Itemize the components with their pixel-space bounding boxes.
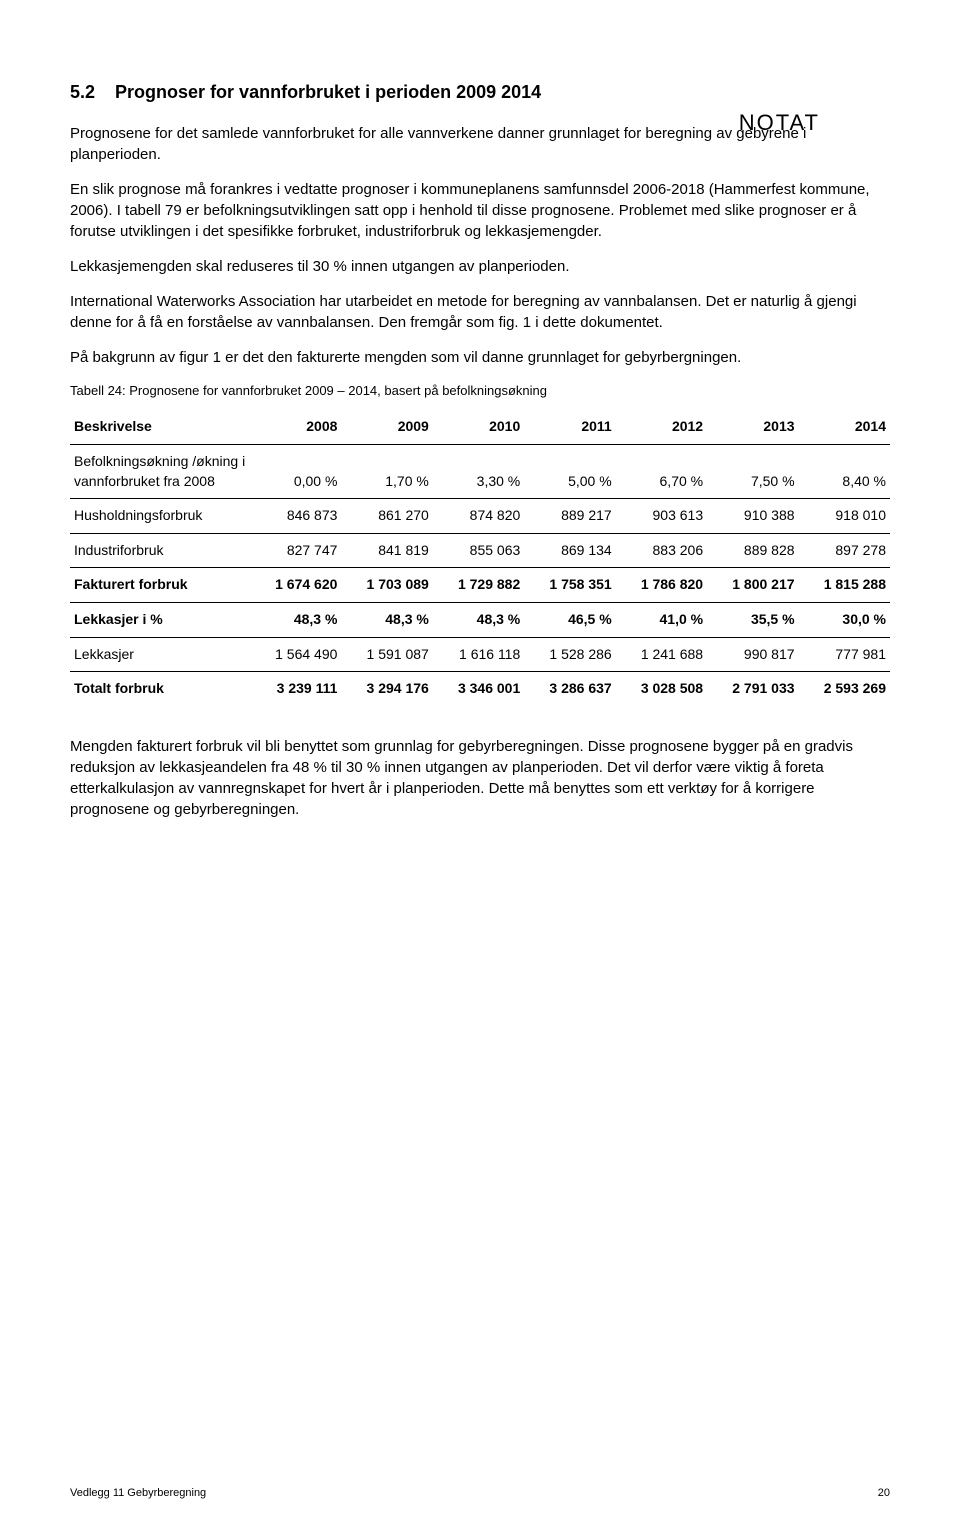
table-row: Industriforbruk827 747841 819855 063869 …	[70, 533, 890, 568]
cell-value: 8,40 %	[799, 444, 890, 498]
cell-value: 1 564 490	[250, 637, 341, 672]
cell-value: 889 217	[524, 499, 615, 534]
cell-value: 1 800 217	[707, 568, 798, 603]
cell-value: 874 820	[433, 499, 524, 534]
prognosis-table: Beskrivelse 2008 2009 2010 2011 2012 201…	[70, 410, 890, 705]
cell-value: 2 791 033	[707, 672, 798, 706]
cell-value: 35,5 %	[707, 602, 798, 637]
cell-value: 1 703 089	[341, 568, 432, 603]
cell-value: 3 239 111	[250, 672, 341, 706]
col-header: 2008	[250, 410, 341, 444]
cell-value: 7,50 %	[707, 444, 798, 498]
section-heading: 5.2 Prognoser for vannforbruket i period…	[70, 80, 890, 105]
paragraph-6: Mengden fakturert forbruk vil bli benytt…	[70, 736, 890, 820]
paragraph-3: Lekkasjemengden skal reduseres til 30 % …	[70, 256, 890, 277]
cell-value: 1 674 620	[250, 568, 341, 603]
cell-value: 827 747	[250, 533, 341, 568]
section-title: Prognoser for vannforbruket i perioden 2…	[115, 82, 541, 102]
row-label: Befolkningsøkning /økning i vannforbruke…	[70, 444, 250, 498]
cell-value: 6,70 %	[616, 444, 707, 498]
cell-value: 0,00 %	[250, 444, 341, 498]
paragraph-2: En slik prognose må forankres i vedtatte…	[70, 179, 890, 242]
cell-value: 883 206	[616, 533, 707, 568]
col-header: 2013	[707, 410, 798, 444]
cell-value: 3 294 176	[341, 672, 432, 706]
row-label: Lekkasjer i %	[70, 602, 250, 637]
cell-value: 841 819	[341, 533, 432, 568]
cell-value: 3 028 508	[616, 672, 707, 706]
table-row: Totalt forbruk3 239 1113 294 1763 346 00…	[70, 672, 890, 706]
row-label: Husholdningsforbruk	[70, 499, 250, 534]
cell-value: 2 593 269	[799, 672, 890, 706]
cell-value: 910 388	[707, 499, 798, 534]
cell-value: 777 981	[799, 637, 890, 672]
cell-value: 3 286 637	[524, 672, 615, 706]
table-row: Lekkasjer i %48,3 %48,3 %48,3 %46,5 %41,…	[70, 602, 890, 637]
table-row: Fakturert forbruk1 674 6201 703 0891 729…	[70, 568, 890, 603]
cell-value: 897 278	[799, 533, 890, 568]
cell-value: 3 346 001	[433, 672, 524, 706]
row-label: Fakturert forbruk	[70, 568, 250, 603]
cell-value: 1 616 118	[433, 637, 524, 672]
cell-value: 1 786 820	[616, 568, 707, 603]
cell-value: 903 613	[616, 499, 707, 534]
cell-value: 41,0 %	[616, 602, 707, 637]
cell-value: 1 528 286	[524, 637, 615, 672]
cell-value: 1 729 882	[433, 568, 524, 603]
row-label: Industriforbruk	[70, 533, 250, 568]
cell-value: 48,3 %	[433, 602, 524, 637]
footer-left: Vedlegg 11 Gebyrberegning	[70, 1486, 206, 1501]
cell-value: 1 241 688	[616, 637, 707, 672]
col-header: 2012	[616, 410, 707, 444]
row-label: Lekkasjer	[70, 637, 250, 672]
cell-value: 861 270	[341, 499, 432, 534]
table-row: Lekkasjer1 564 4901 591 0871 616 1181 52…	[70, 637, 890, 672]
table-caption: Tabell 24: Prognosene for vannforbruket …	[70, 382, 890, 400]
col-header: 2011	[524, 410, 615, 444]
footer-page-number: 20	[878, 1486, 890, 1501]
cell-value: 3,30 %	[433, 444, 524, 498]
cell-value: 855 063	[433, 533, 524, 568]
col-header: 2009	[341, 410, 432, 444]
cell-value: 990 817	[707, 637, 798, 672]
cell-value: 48,3 %	[250, 602, 341, 637]
paragraph-5: På bakgrunn av figur 1 er det den faktur…	[70, 347, 890, 368]
cell-value: 869 134	[524, 533, 615, 568]
cell-value: 1 758 351	[524, 568, 615, 603]
cell-value: 918 010	[799, 499, 890, 534]
row-label: Totalt forbruk	[70, 672, 250, 706]
notat-watermark: NOTAT	[739, 108, 820, 139]
cell-value: 48,3 %	[341, 602, 432, 637]
cell-value: 30,0 %	[799, 602, 890, 637]
cell-value: 1 591 087	[341, 637, 432, 672]
cell-value: 46,5 %	[524, 602, 615, 637]
col-header: 2014	[799, 410, 890, 444]
cell-value: 5,00 %	[524, 444, 615, 498]
page-footer: Vedlegg 11 Gebyrberegning 20	[70, 1486, 890, 1501]
cell-value: 1 815 288	[799, 568, 890, 603]
col-header: 2010	[433, 410, 524, 444]
section-number: 5.2	[70, 82, 95, 102]
paragraph-4: International Waterworks Association har…	[70, 291, 890, 333]
cell-value: 846 873	[250, 499, 341, 534]
table-header-row: Beskrivelse 2008 2009 2010 2011 2012 201…	[70, 410, 890, 444]
col-header: Beskrivelse	[70, 410, 250, 444]
table-row: Husholdningsforbruk846 873861 270874 820…	[70, 499, 890, 534]
table-row: Befolkningsøkning /økning i vannforbruke…	[70, 444, 890, 498]
cell-value: 889 828	[707, 533, 798, 568]
cell-value: 1,70 %	[341, 444, 432, 498]
